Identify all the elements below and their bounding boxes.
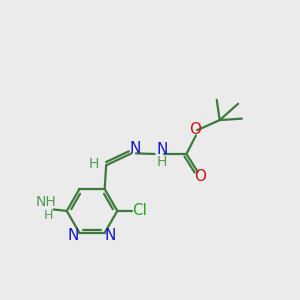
Text: H: H bbox=[44, 209, 53, 223]
Text: H: H bbox=[88, 157, 99, 171]
Text: Cl: Cl bbox=[133, 203, 147, 218]
Text: N: N bbox=[129, 141, 141, 156]
Text: N: N bbox=[156, 142, 167, 157]
Text: N: N bbox=[67, 228, 79, 243]
Text: N: N bbox=[105, 228, 116, 243]
Text: O: O bbox=[189, 122, 201, 137]
Text: NH: NH bbox=[36, 195, 56, 209]
Text: O: O bbox=[194, 169, 206, 184]
Text: H: H bbox=[157, 155, 167, 169]
